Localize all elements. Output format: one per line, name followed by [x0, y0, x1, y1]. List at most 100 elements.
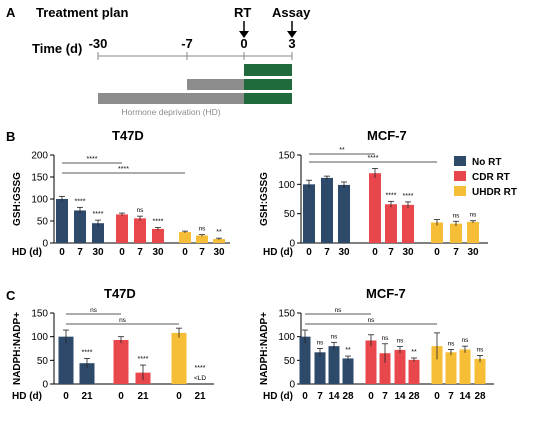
significance-label: ns [448, 340, 456, 347]
legend-swatch-cdr-rt [454, 171, 466, 181]
y-tick-label: 0 [289, 380, 295, 391]
significance-label: **** [93, 211, 104, 218]
x-tick-label: 30 [402, 247, 414, 258]
legend-label: UHDR RT [472, 187, 517, 198]
x-tick-label: 7 [137, 247, 143, 258]
y-axis-label: GSH:GSSG [259, 172, 270, 226]
bar [116, 214, 128, 243]
significance-label: ** [345, 347, 351, 354]
bar [431, 222, 443, 243]
bar [134, 218, 146, 243]
bar [213, 239, 225, 243]
x-tick-label: 0 [182, 247, 188, 258]
bar [171, 332, 187, 384]
y-axis-label: NADPH:NADP+ [12, 312, 23, 385]
x-tick-label: 7 [382, 391, 388, 402]
bar [445, 352, 457, 384]
assay-label: Assay [272, 5, 311, 20]
bar [459, 349, 471, 384]
x-tick-label: 7 [453, 247, 459, 258]
x-tick-label: 14 [328, 391, 340, 402]
y-tick-label: 100 [278, 180, 295, 191]
bracket-label: ** [339, 147, 345, 154]
x-axis-label: HD (d) [263, 247, 293, 258]
significance-label: ns [453, 212, 461, 219]
legend: No RT CDR RT UHDR RT [454, 156, 517, 198]
y-tick-label: 100 [31, 195, 48, 206]
bar [365, 340, 377, 384]
x-tick-label: 0 [63, 391, 69, 402]
x-tick-label: 21 [137, 391, 149, 402]
hd-bar-long [98, 93, 244, 104]
time-tick-label: -30 [89, 36, 108, 51]
panel-c-letter: C [6, 288, 16, 303]
bar [152, 228, 164, 243]
y-tick-label: 150 [31, 173, 48, 184]
x-tick-label: 0 [118, 391, 124, 402]
x-tick-label: 28 [408, 391, 420, 402]
panel-a-letter: A [6, 5, 16, 20]
significance-label: ns [470, 212, 478, 219]
hd-bar-short [187, 79, 244, 90]
significance-label: ** [216, 229, 222, 236]
x-tick-label: 0 [434, 247, 440, 258]
bar [79, 363, 95, 384]
y-axis-label: NADPH:NADP+ [259, 312, 270, 385]
bar [113, 339, 129, 384]
y-tick-label: 0 [42, 380, 48, 391]
significance-label: ns [397, 338, 405, 345]
significance-label: **** [138, 356, 149, 363]
significance-label: ns [137, 207, 145, 214]
x-axis-label: HD (d) [263, 391, 293, 402]
rt-bar [244, 79, 292, 90]
bar [58, 336, 74, 384]
x-tick-label: 0 [176, 391, 182, 402]
significance-label: ns [462, 337, 470, 344]
x-tick-label: 28 [474, 391, 486, 402]
y-tick-label: 100 [31, 332, 48, 343]
bar [431, 346, 443, 384]
rt-arrow-head [239, 31, 249, 38]
rt-bar [244, 93, 292, 104]
rt-label: RT [234, 5, 251, 20]
bar [314, 352, 326, 384]
time-tick-label: 0 [240, 36, 247, 51]
bracket-label: ns [90, 307, 98, 314]
chart-title: T47D [104, 286, 136, 301]
significance-label: **** [195, 365, 206, 372]
x-tick-label: 0 [368, 391, 374, 402]
significance-label: ns [382, 335, 390, 342]
bar [385, 204, 397, 243]
x-tick-label: 14 [459, 391, 471, 402]
x-tick-label: 21 [194, 391, 206, 402]
y-tick-label: 150 [31, 309, 48, 320]
x-tick-label: 7 [77, 247, 83, 258]
bar [321, 177, 333, 243]
x-tick-label: 7 [448, 391, 454, 402]
bar [450, 223, 462, 243]
y-tick-label: 50 [284, 356, 296, 367]
bar [408, 359, 420, 384]
bar [394, 349, 406, 384]
bar [338, 184, 350, 243]
y-tick-label: 50 [37, 217, 49, 228]
bar [342, 358, 354, 384]
panel-a-title: Treatment plan [36, 5, 129, 20]
y-tick-label: 150 [278, 309, 295, 320]
y-tick-label: 50 [37, 356, 49, 367]
bracket-label: ns [368, 317, 376, 324]
x-tick-label: 7 [388, 247, 394, 258]
bar [299, 336, 311, 384]
hd-caption: Hormone deprivation (HD) [121, 107, 220, 117]
chart-title: MCF-7 [367, 128, 407, 143]
detection-limit-note: <LD [194, 375, 206, 382]
x-axis-label: HD (d) [12, 391, 42, 402]
bar [196, 235, 208, 243]
y-tick-label: 100 [278, 332, 295, 343]
significance-label: ns [199, 226, 207, 233]
